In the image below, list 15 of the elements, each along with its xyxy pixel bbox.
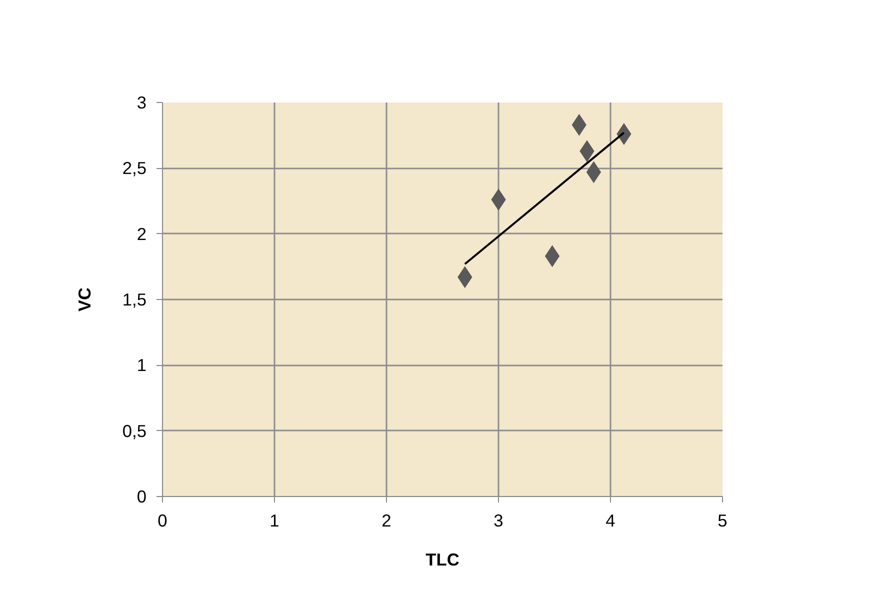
y-tick-label: 3 — [136, 92, 147, 112]
y-tick-label: 2 — [136, 224, 147, 244]
x-tick-label: 0 — [158, 510, 168, 530]
y-tick-label: 0 — [136, 486, 147, 506]
x-tick-label: 1 — [270, 510, 280, 530]
y-axis-title: VC — [74, 286, 94, 312]
x-tick-label: 4 — [606, 510, 616, 530]
y-tick-label: 2,5 — [122, 158, 147, 178]
x-tick-label: 5 — [718, 510, 728, 530]
x-tick-label: 3 — [494, 510, 504, 530]
x-axis-title: TLC — [426, 550, 460, 570]
y-tick-label: 1 — [136, 355, 147, 376]
y-tick-label: 0,5 — [122, 420, 147, 441]
x-tick-label: 2 — [382, 510, 392, 530]
y-tick-label: 1,5 — [122, 290, 147, 310]
